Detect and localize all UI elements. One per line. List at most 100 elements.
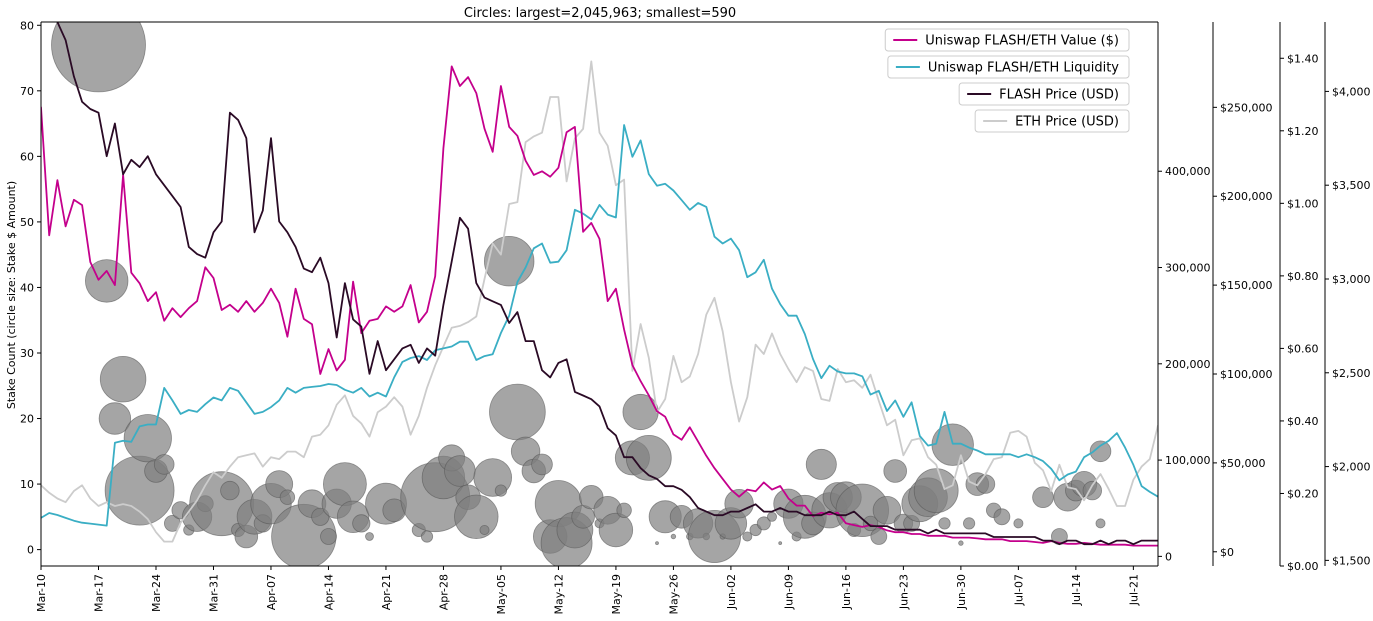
stake-circle [756, 516, 771, 531]
stake-circle [870, 528, 888, 545]
right-tick-label-eth_price: $3,000 [1332, 273, 1371, 286]
stake-circle [931, 423, 974, 466]
right-tick-label-value_usd: $200,000 [1220, 190, 1273, 203]
y-tick-label: 40 [20, 281, 34, 294]
right-tick-label-flash_price: $0.20 [1287, 487, 1319, 500]
y-tick-label: 0 [27, 544, 34, 557]
x-tick-label: May-05 [495, 574, 508, 615]
legend-label: Uniswap FLASH/ETH Liquidity [928, 61, 1119, 76]
stake-circle [153, 454, 175, 475]
series-line-flash_price [56, 22, 1158, 546]
right-tick-label-flash_price: $1.20 [1287, 125, 1319, 138]
x-tick-label: Jul-21 [1127, 574, 1140, 606]
stake-circle [444, 455, 476, 487]
stake-circle [742, 531, 753, 542]
axes-layer: 0 10 20 30 40 50 60 70 80 Mar-10 Mar-17 Mar-24 Mar-3… [20, 19, 1371, 614]
right-tick-label-eth_price: $4,000 [1332, 85, 1371, 98]
legend-entry-box [884, 28, 1130, 52]
legend-label: ETH Price (USD) [1015, 115, 1119, 130]
stake-circle [962, 517, 976, 530]
legend-entry-box [887, 55, 1130, 79]
right-tick-label-flash_price: $0.60 [1287, 342, 1319, 355]
chart-title: Circles: largest=2,045,963; smallest=590 [464, 6, 736, 21]
stake-circle [913, 468, 959, 514]
legend: Uniswap FLASH/ETH Value ($) Uniswap FLASH… [884, 28, 1130, 133]
stake-circle [622, 393, 659, 431]
x-tick-label: May-19 [610, 574, 623, 615]
x-tick-label: Jun-16 [840, 574, 853, 610]
right-tick-label-value_usd: $100,000 [1220, 368, 1273, 381]
stake-circle [616, 502, 632, 519]
right-tick-label-eth_price: $1,500 [1332, 554, 1371, 567]
stake-circle [724, 489, 754, 519]
y-tick-label: 30 [20, 347, 34, 360]
stake-circle [51, 22, 146, 93]
stake-circle [494, 484, 507, 497]
y-tick-label: 80 [20, 19, 34, 32]
right-tick-label-value_usd: $250,000 [1220, 101, 1273, 114]
stake-circle [805, 448, 837, 480]
legend-entry-box [974, 109, 1130, 133]
x-tick-label: Mar-10 [35, 574, 48, 612]
x-tick-label: Jun-09 [782, 574, 795, 610]
series-line-eth_price [41, 60, 1158, 543]
x-tick-label: Mar-17 [92, 574, 105, 612]
stake-circle [279, 489, 296, 505]
stake-circle [670, 533, 677, 540]
right-tick-label-flash_price: $0.80 [1287, 270, 1319, 283]
stake-circle [352, 514, 371, 533]
legend-entry-box [958, 82, 1130, 106]
stake-circle [1013, 518, 1024, 529]
right-tick-label-value_usd: $0 [1220, 546, 1234, 559]
right-tick-label-flash_price: $0.40 [1287, 415, 1319, 428]
stake-circle [598, 512, 634, 548]
y-tick-label: 60 [20, 150, 34, 163]
stake-circle [322, 462, 367, 507]
stake-circle [872, 495, 902, 525]
stake-circle [98, 402, 132, 435]
circles-layer [51, 22, 1112, 566]
stake-circle [655, 541, 659, 545]
legend-label: Uniswap FLASH/ETH Value ($) [925, 34, 1119, 49]
stake-circle [958, 540, 964, 546]
y-axis-label: Stake Count (circle size: Stake $ Amount… [5, 181, 18, 409]
right-tick-label-flash_price: $0.00 [1287, 560, 1319, 573]
legend-label: FLASH Price (USD) [999, 88, 1119, 103]
stake-circle [489, 383, 546, 441]
stake-circle [99, 356, 147, 403]
x-tick-label: Jun-23 [897, 574, 910, 610]
x-tick-label: Apr-14 [322, 574, 335, 610]
x-tick-label: Apr-21 [380, 574, 393, 610]
x-tick-label: Mar-24 [150, 574, 163, 612]
right-tick-label-liquidity: 300,000 [1165, 262, 1211, 275]
stake-circle [220, 480, 240, 501]
stake-circle [479, 525, 490, 536]
series-line-liquidity [41, 124, 1158, 527]
right-tick-label-eth_price: $3,500 [1332, 179, 1371, 192]
right-tick-label-liquidity: 200,000 [1165, 358, 1211, 371]
x-tick-label: Jun-30 [955, 574, 968, 610]
right-tick-label-flash_price: $1.40 [1287, 52, 1319, 65]
stake-circle [531, 453, 553, 476]
right-tick-label-value_usd: $150,000 [1220, 279, 1273, 292]
stake-circle [1095, 518, 1106, 529]
right-tick-label-eth_price: $2,500 [1332, 367, 1371, 380]
stake-circle [84, 259, 129, 303]
stake-circle [1089, 440, 1112, 463]
lines-layer [41, 22, 1158, 547]
x-tick-label: May-12 [552, 574, 565, 615]
y-tick-label: 20 [20, 413, 34, 426]
y-tick-label: 50 [20, 216, 34, 229]
right-tick-label-liquidity: 0 [1165, 550, 1172, 563]
stake-circle [778, 541, 783, 545]
stake-circle [320, 528, 337, 545]
stake-circle [883, 459, 907, 483]
stake-circle [365, 532, 374, 541]
series-line-value [41, 65, 1158, 547]
x-tick-label: Jul-07 [1012, 574, 1025, 606]
x-tick-label: May-26 [667, 574, 680, 615]
stake-circle [938, 517, 951, 530]
right-tick-label-eth_price: $2,000 [1332, 461, 1371, 474]
